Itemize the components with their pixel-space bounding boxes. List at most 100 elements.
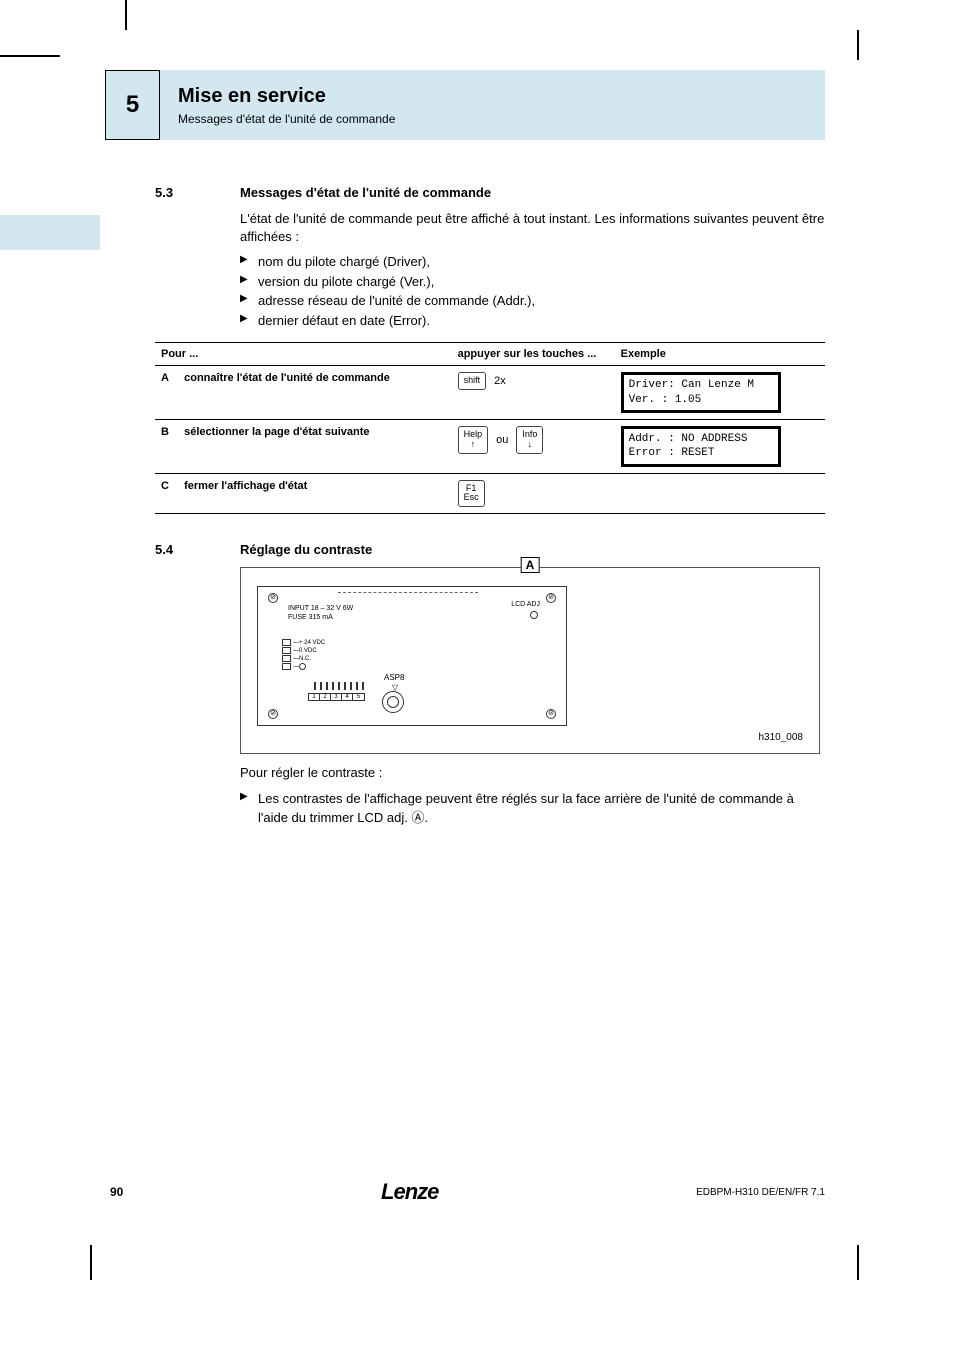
screw-icon: ⊘ <box>546 709 556 719</box>
terminal-num: 3 <box>331 694 342 700</box>
screw-icon: ⊘ <box>268 593 278 603</box>
crop-mark <box>125 0 127 30</box>
section-subtitle: Messages d'état de l'unité de commande <box>178 112 807 126</box>
th-example: Exemple <box>615 343 825 366</box>
row-example: Driver: Can Lenze M Ver. : 1.05 <box>615 366 825 420</box>
status-table: Pour ... appuyer sur les touches ... Exe… <box>155 342 825 514</box>
terminal-numbers: 1 2 3 4 5 <box>308 693 365 701</box>
key-help: Help ↑ <box>458 426 489 454</box>
row-action: fermer l'affichage d'état <box>178 473 451 514</box>
row-letter: B <box>155 419 178 473</box>
header-text: Mise en service Messages d'état de l'uni… <box>160 70 825 140</box>
row-example: Addr. : NO ADDRESS Error : RESET <box>615 419 825 473</box>
section-header: 5 Mise en service Messages d'état de l'u… <box>105 70 825 140</box>
subsection-number: 5.4 <box>155 542 240 557</box>
key-or: ou <box>496 434 508 446</box>
crop-mark <box>90 1245 92 1280</box>
key-label: F1 <box>466 483 477 493</box>
pin-icon <box>326 682 328 690</box>
table-row: C fermer l'affichage d'état F1 Esc <box>155 473 825 514</box>
key-info: Info ↓ <box>516 426 543 454</box>
decorative-line <box>338 592 478 593</box>
page-footer: 90 Lenze EDBPM-H310 DE/EN/FR 7.1 <box>110 1179 825 1205</box>
port-icon <box>282 639 291 646</box>
input-spec: INPUT 18 – 32 V 6W <box>288 605 353 613</box>
table-row: A connaître l'état de l'unité de command… <box>155 366 825 420</box>
port-icon <box>282 663 291 670</box>
lcd-adj-label: LCD ADJ <box>511 601 540 608</box>
row-keys: F1 Esc <box>452 473 615 514</box>
diagram-label-a: A <box>521 557 540 573</box>
key-sublabel: ↑ <box>464 440 483 450</box>
pin-row <box>314 682 364 690</box>
bullet-list: Les contrastes de l'affichage peuvent êt… <box>240 789 825 828</box>
lcd-line: Addr. : NO ADDRESS <box>629 432 773 446</box>
screw-icon: ⊘ <box>546 593 556 603</box>
section-number: 5 <box>126 91 139 119</box>
asp-label: ASP8 <box>384 673 404 682</box>
terminal-num: 4 <box>342 694 353 700</box>
connector-icon <box>382 691 404 713</box>
terminal-num: 1 <box>309 694 320 700</box>
diagram-frame: A ⊘ ⊘ ⊘ ⊘ INPUT 18 – 32 V 6W FUSE 315 mA… <box>240 567 820 754</box>
key-sublabel: ↓ <box>522 440 537 450</box>
bullet-list: nom du pilote chargé (Driver), version d… <box>240 252 825 330</box>
pin-icon <box>338 682 340 690</box>
power-spec: INPUT 18 – 32 V 6W FUSE 315 mA <box>288 605 353 622</box>
subsection-5-4: 5.4 Réglage du contraste <box>155 542 825 557</box>
port-icon <box>282 655 291 662</box>
row-letter: C <box>155 473 178 514</box>
subsection-number: 5.3 <box>155 185 240 200</box>
row-example-empty <box>615 473 825 514</box>
fuse-spec: FUSE 315 mA <box>288 614 353 622</box>
key-repeat: 2x <box>494 375 506 387</box>
port-label: 0 VDC <box>299 648 317 654</box>
document-id: EDBPM-H310 DE/EN/FR 7.1 <box>696 1187 825 1198</box>
pin-icon <box>332 682 334 690</box>
contrast-intro: Pour régler le contraste : <box>240 764 825 782</box>
key-f1-esc: F1 Esc <box>458 480 485 508</box>
row-action: sélectionner la page d'état suivante <box>178 419 451 473</box>
th-pour: Pour ... <box>155 343 452 366</box>
bullet-item: version du pilote chargé (Ver.), <box>240 272 825 292</box>
bullet-item: nom du pilote chargé (Driver), <box>240 252 825 272</box>
post-diagram-block: Pour régler le contraste : Les contraste… <box>240 764 825 827</box>
subsection-5-3: 5.3 Messages d'état de l'unité de comman… <box>155 185 825 200</box>
lcd-line: Error : RESET <box>629 446 773 460</box>
key-shift: shift <box>458 372 487 390</box>
ground-icon <box>299 663 306 670</box>
key-label: Info <box>522 429 537 439</box>
pin-icon <box>314 682 316 690</box>
subsection-title: Réglage du contraste <box>240 542 372 557</box>
port-label: N.C. <box>299 656 311 662</box>
row-keys: Help ↑ ou Info ↓ <box>452 419 615 473</box>
pin-icon <box>320 682 322 690</box>
lcd-adj-trimmer-icon <box>530 611 538 619</box>
port-block: —+ 24 VDC —0 VDC —N.C. — <box>282 639 325 671</box>
screw-icon: ⊘ <box>268 709 278 719</box>
lcd-line: Driver: Can Lenze M <box>629 378 773 392</box>
lenze-logo: Lenze <box>381 1179 438 1205</box>
port-label: + 24 VDC <box>299 640 325 646</box>
crop-mark <box>857 1245 859 1280</box>
content-area: 5.3 Messages d'état de l'unité de comman… <box>155 185 825 840</box>
pin-icon <box>356 682 358 690</box>
row-keys: shift 2x <box>452 366 615 420</box>
bullet-item: dernier défaut en date (Error). <box>240 311 825 331</box>
bullet-item: adresse réseau de l'unité de commande (A… <box>240 291 825 311</box>
lcd-display: Addr. : NO ADDRESS Error : RESET <box>621 426 781 467</box>
section-title: Mise en service <box>178 85 807 108</box>
pin-icon <box>344 682 346 690</box>
key-label: Help <box>464 429 483 439</box>
pin-icon <box>350 682 352 690</box>
intro-block: L'état de l'unité de commande peut être … <box>240 210 825 330</box>
key-sublabel: Esc <box>464 493 479 503</box>
table-row: B sélectionner la page d'état suivante H… <box>155 419 825 473</box>
diagram-region: A ⊘ ⊘ ⊘ ⊘ INPUT 18 – 32 V 6W FUSE 315 mA… <box>240 567 820 754</box>
device-rear-panel: ⊘ ⊘ ⊘ ⊘ INPUT 18 – 32 V 6W FUSE 315 mA L… <box>257 586 567 726</box>
lcd-line: Ver. : 1.05 <box>629 393 773 407</box>
th-keys: appuyer sur les touches ... <box>452 343 615 366</box>
lcd-display: Driver: Can Lenze M Ver. : 1.05 <box>621 372 781 413</box>
crop-mark <box>857 30 859 60</box>
side-tab <box>0 215 100 250</box>
